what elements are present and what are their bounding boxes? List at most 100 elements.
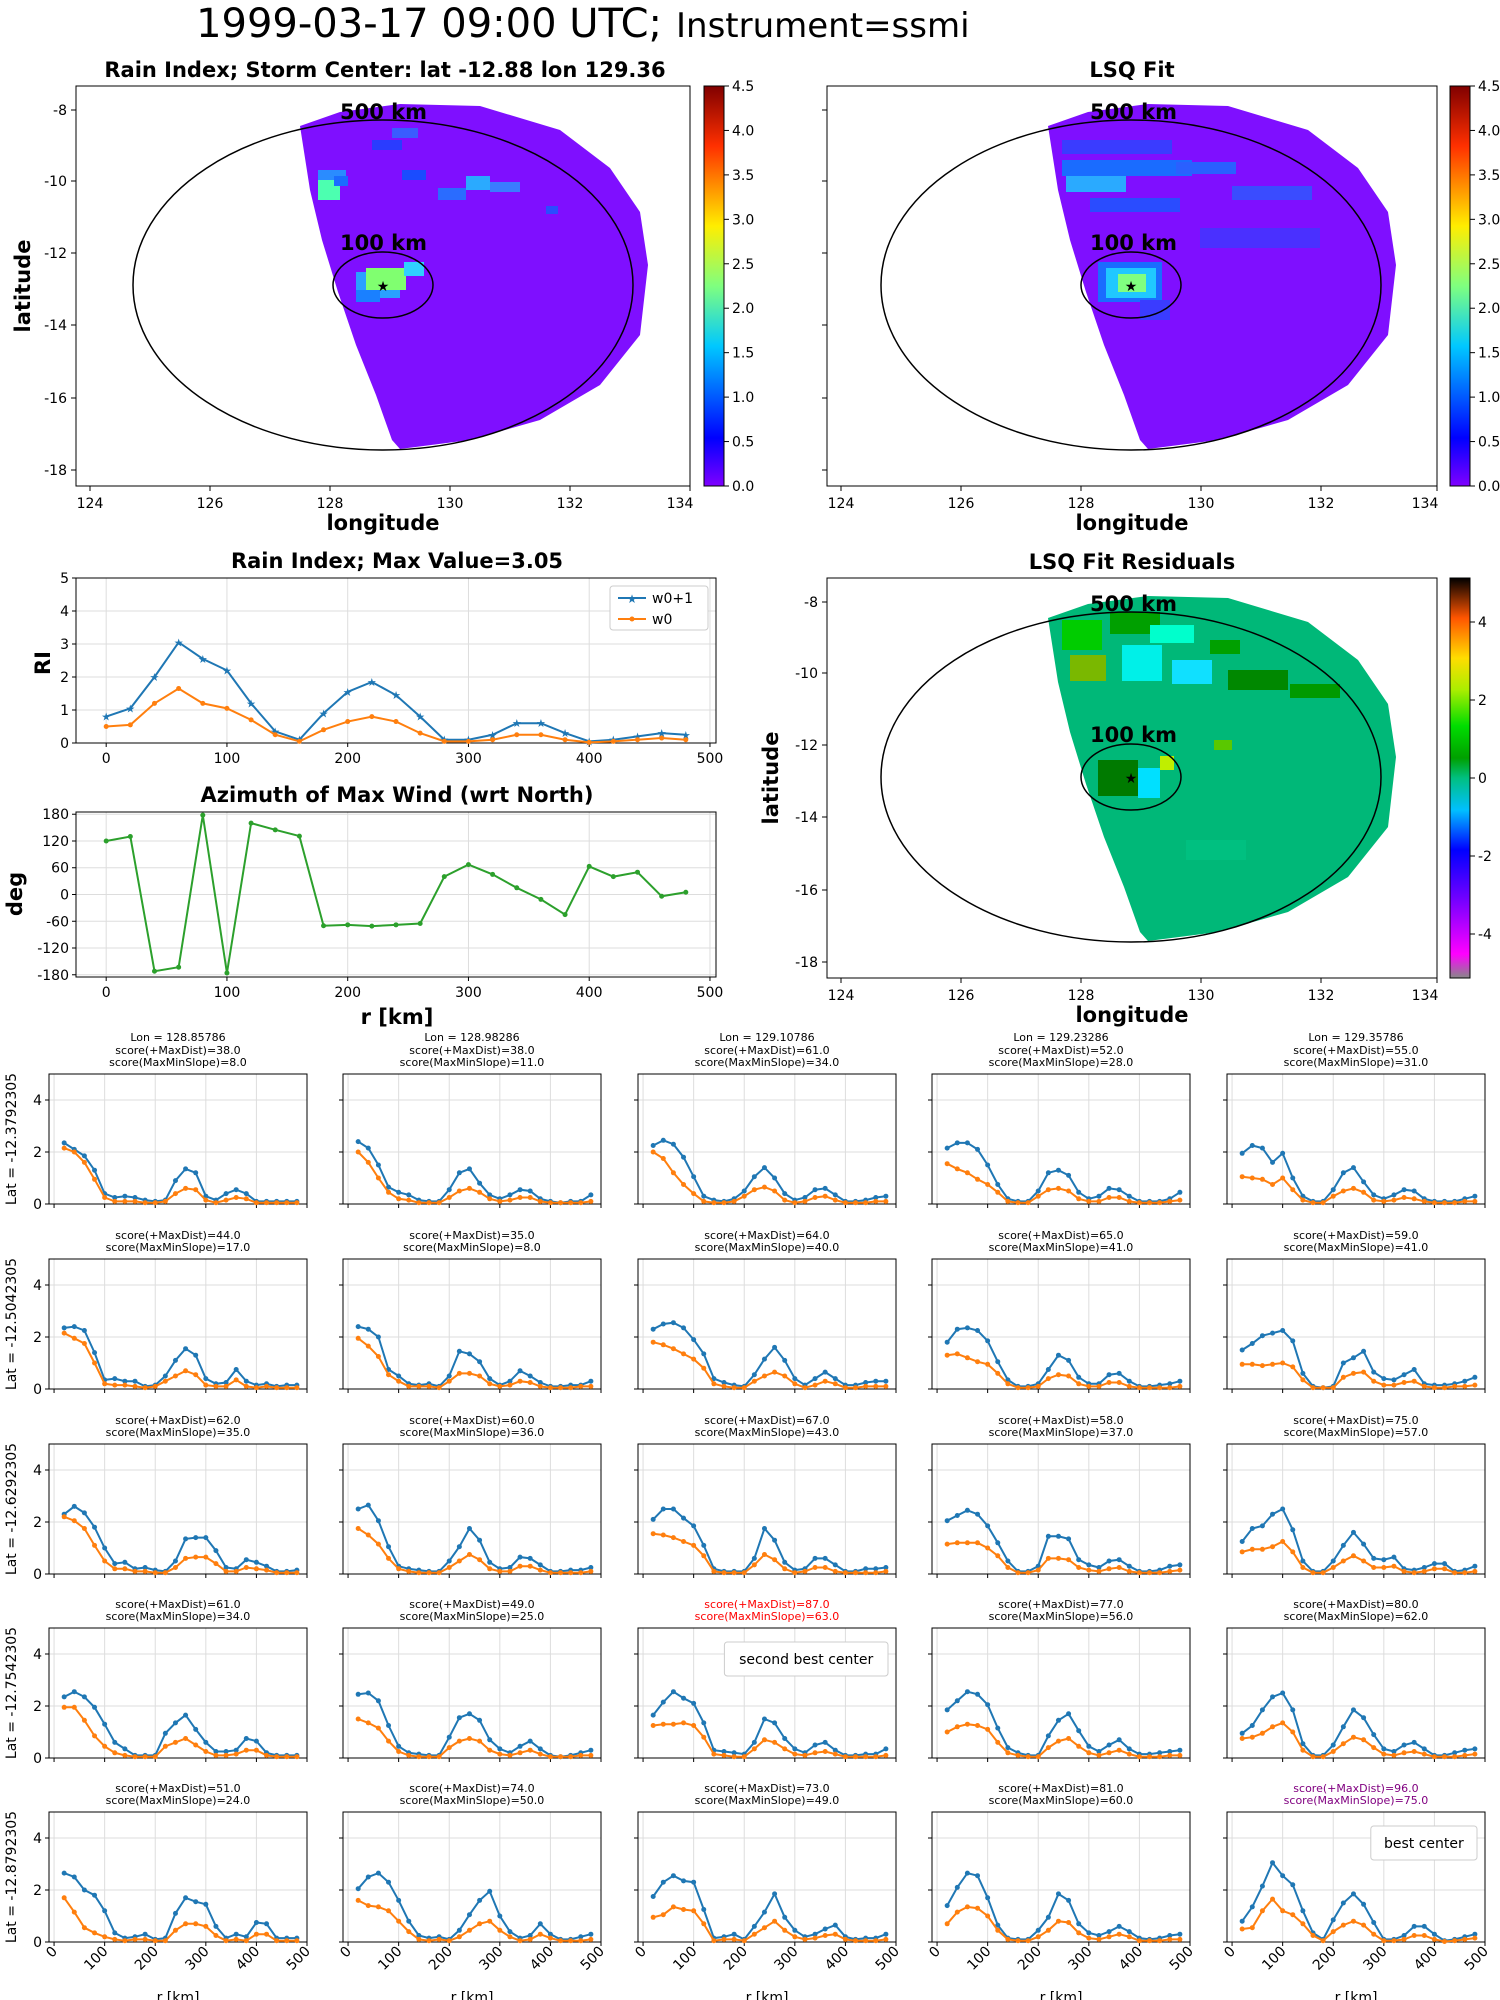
- w0-plus-1-point: [497, 1746, 503, 1752]
- w0-point: [1371, 1197, 1377, 1203]
- score-maxdist: score(+MaxDist)=87.0: [704, 1598, 829, 1611]
- w0-point: [1280, 1720, 1286, 1726]
- w0-plus-1-point: [183, 1895, 189, 1901]
- w0-plus-1-point: [975, 1328, 981, 1333]
- w0-point: [782, 1927, 788, 1933]
- y-tick-label: -12: [44, 246, 67, 262]
- score-maxdist: score(+MaxDist)=65.0: [998, 1229, 1123, 1242]
- w0-point: [1005, 1381, 1011, 1387]
- score-maxminslope: score(MaxMinSlope)=60.0: [989, 1794, 1134, 1807]
- w0-point: [92, 1176, 98, 1182]
- row-label: Lat = -12.8792305: [4, 1811, 20, 1943]
- w0-point: [964, 1904, 970, 1910]
- w0-plus-1-point: [812, 1742, 818, 1748]
- w0-plus-1-point: [711, 1376, 717, 1382]
- w0-point: [1167, 1568, 1173, 1574]
- w0-point: [1167, 1936, 1173, 1942]
- w0-point: [1290, 1729, 1296, 1735]
- rain-cell: [466, 176, 490, 190]
- w0-point: [1320, 1385, 1326, 1391]
- w0-point: [436, 1754, 442, 1760]
- w0-point: [200, 700, 206, 706]
- w0-plus-1-point: [456, 1927, 462, 1933]
- colorbar-tick-label: 4.0: [1478, 123, 1500, 139]
- w0-point: [1340, 1922, 1346, 1928]
- w0-point: [132, 1754, 138, 1760]
- w0-plus-1-line: [652, 1139, 887, 1203]
- w0-point: [223, 1197, 229, 1203]
- w0-plus-1-point: [954, 1698, 960, 1704]
- w0-point: [822, 1378, 828, 1384]
- w0-plus-1-point: [396, 1897, 402, 1903]
- w0-plus-1-point: [985, 1702, 991, 1708]
- w0-plus-1-point: [112, 1930, 118, 1936]
- colorbar: [1449, 85, 1471, 487]
- w0-point: [1136, 1385, 1142, 1391]
- w0-point: [61, 1895, 67, 1901]
- w0-plus-1-point: [1381, 1376, 1387, 1382]
- w0-plus-1-point: [588, 1747, 594, 1753]
- score-maxminslope: score(MaxMinSlope)=8.0: [403, 1241, 541, 1254]
- w0-point: [1401, 1750, 1407, 1756]
- w0-plus-1-point: [396, 1373, 402, 1379]
- w0-plus-1-point: [112, 1376, 118, 1382]
- w0-point: [588, 1383, 594, 1389]
- w0-point: [1086, 1567, 1092, 1573]
- w0-plus-1-point: [1259, 1523, 1265, 1529]
- w0-plus-1-point: [802, 1195, 808, 1200]
- w0-plus-1-point: [1472, 1931, 1478, 1937]
- w0-point: [985, 1913, 991, 1919]
- w0-plus-1-point: [883, 1565, 889, 1570]
- rain-cell: [392, 128, 418, 138]
- w0-plus-1-point: [193, 1170, 199, 1176]
- w0-point: [1371, 1565, 1377, 1570]
- w0-plus-1-point: [964, 1689, 970, 1695]
- azimuth-point: [345, 922, 351, 928]
- w0-plus-1-point: [507, 1929, 513, 1935]
- w0-plus-1-point: [172, 1357, 178, 1363]
- w0-plus-1-point: [751, 1174, 757, 1180]
- w0-plus-1-point: [1157, 1750, 1163, 1756]
- w0-plus-1-point: [944, 1518, 950, 1524]
- w0-point: [1157, 1200, 1163, 1206]
- w0-plus-1-point: [782, 1559, 788, 1565]
- w0-point: [883, 1383, 889, 1389]
- w0-point: [1280, 1539, 1286, 1544]
- azimuth-point: [393, 922, 399, 928]
- w0-point: [842, 1570, 848, 1576]
- w0-point: [1361, 1189, 1367, 1195]
- w0-point: [1421, 1568, 1427, 1574]
- w0-point: [822, 1193, 828, 1199]
- colorbar-tick-label: 4.5: [732, 79, 754, 95]
- w0-plus-1-point: [71, 1689, 77, 1695]
- axes-frame: [931, 1811, 1191, 1943]
- center-panel: score(+MaxDist)=77.0score(MaxMinSlope)=5…: [928, 1598, 1191, 1762]
- w0-plus-1-point: [1066, 1711, 1072, 1717]
- rain-cell: [546, 206, 558, 214]
- w0-point: [842, 1200, 848, 1206]
- w0-plus-1-point: [721, 1380, 727, 1385]
- w0-plus-1-point: [660, 1321, 666, 1327]
- w0-line: [946, 1723, 1180, 1758]
- w0-point: [1280, 1908, 1286, 1914]
- row-label: Lat = -12.5042305: [4, 1258, 20, 1390]
- w0-plus-1-point: [1371, 1192, 1377, 1198]
- w0-point: [446, 1378, 452, 1384]
- w0-plus-1-point: [365, 1326, 371, 1332]
- w0-point: [1310, 1570, 1316, 1576]
- w0-point: [761, 1184, 767, 1190]
- w0-plus-1-point: [466, 1711, 472, 1717]
- azimuth-point: [103, 838, 109, 844]
- y-tick-label: -14: [44, 318, 67, 334]
- w0-plus-1-point: [183, 1346, 189, 1352]
- w0-point: [151, 700, 157, 706]
- w0-plus-1-point: [1239, 1150, 1245, 1156]
- w0-point: [274, 1938, 280, 1944]
- w0-point: [253, 1931, 259, 1937]
- w0-point: [635, 737, 641, 743]
- w0-point: [375, 1175, 381, 1181]
- w0-plus-1-point: [92, 1892, 98, 1898]
- w0-plus-1-point: [1106, 1929, 1112, 1935]
- w0-point: [456, 1370, 462, 1376]
- w0-point: [1270, 1182, 1276, 1187]
